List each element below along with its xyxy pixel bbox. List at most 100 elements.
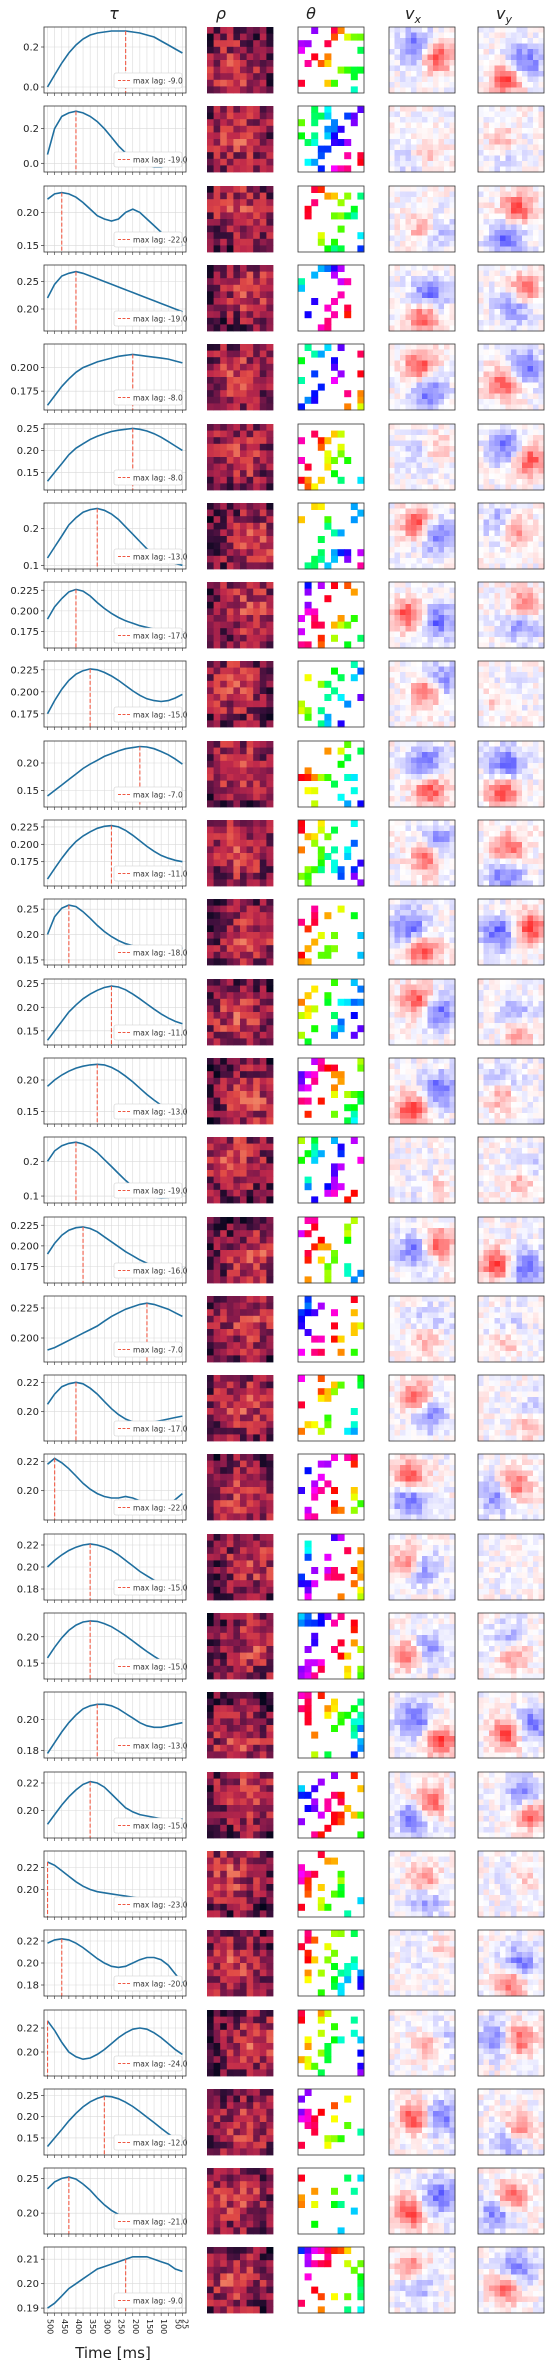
vy-cell <box>478 609 484 616</box>
vy-cell <box>533 451 539 458</box>
rho-cell <box>226 86 234 94</box>
vy-cell <box>527 128 534 134</box>
rho-cell <box>266 119 274 127</box>
vx-cell <box>394 32 401 39</box>
rho-cell <box>259 536 267 543</box>
vy-cell <box>511 609 517 616</box>
rho-cell <box>233 608 241 616</box>
vx-cell <box>427 558 434 564</box>
rho-cell <box>246 437 254 445</box>
rho-cell <box>233 66 241 74</box>
vx-cell <box>422 457 428 463</box>
vx-cell <box>438 71 445 77</box>
vy-cell <box>527 213 534 220</box>
vy-cell <box>533 484 539 491</box>
theta-cell <box>337 225 345 233</box>
vx-map <box>388 26 456 94</box>
vy-cell <box>478 241 484 247</box>
vx-cell <box>411 344 417 350</box>
vy-cell <box>489 525 495 531</box>
rho-cell <box>266 106 274 113</box>
vx-cell <box>438 615 445 621</box>
legend-box <box>113 151 183 168</box>
theta-cell <box>357 667 365 675</box>
vx-cell <box>411 462 417 469</box>
theta-cell <box>337 27 345 34</box>
vx-cell <box>405 43 412 50</box>
vx-cell <box>411 626 417 632</box>
vy-cell <box>478 484 484 491</box>
vy-cell <box>522 774 528 780</box>
vy-cell <box>505 661 512 667</box>
vx-cell <box>400 790 406 797</box>
rho-cell <box>220 390 228 398</box>
vx-cell <box>394 875 401 881</box>
theta-map <box>297 343 365 411</box>
vy-cell <box>500 155 506 162</box>
rho-cell <box>226 437 234 445</box>
vx-cell <box>389 688 395 695</box>
rho-cell <box>246 192 254 200</box>
rho-cell <box>207 363 214 371</box>
rho-cell <box>233 370 241 378</box>
vy-cell <box>478 128 484 134</box>
vx-cell <box>449 741 456 747</box>
rho-cell <box>253 450 261 458</box>
vy-cell <box>522 484 528 491</box>
vy-cell <box>500 757 506 764</box>
vx-cell <box>427 677 434 684</box>
vy-cell <box>538 774 545 780</box>
vy-cell <box>527 661 534 667</box>
vx-cell <box>427 796 434 802</box>
vy-cell <box>500 161 506 167</box>
vy-cell <box>511 774 517 780</box>
rho-cell <box>207 549 214 557</box>
vy-cell <box>489 672 495 678</box>
vy-map <box>477 423 545 491</box>
vx-cell <box>411 38 417 44</box>
vx-cell <box>449 213 456 220</box>
vy-cell <box>533 144 539 151</box>
theta-cell <box>317 634 325 642</box>
rho-cell <box>207 700 214 708</box>
rho-cell <box>220 271 228 279</box>
vx-cell <box>411 186 417 192</box>
vx-cell <box>438 360 445 367</box>
rho-cell <box>220 720 228 728</box>
rho-cell <box>233 463 241 471</box>
theta-cell <box>317 265 325 272</box>
rho-cell <box>253 66 261 74</box>
vx-cell <box>405 721 412 728</box>
rho-cell <box>213 562 221 570</box>
theta-cell <box>344 192 352 200</box>
vx-cell <box>394 166 401 173</box>
vx-cell <box>394 371 401 378</box>
vy-cell <box>533 699 539 706</box>
rho-cell <box>240 859 247 867</box>
vx-cell <box>433 27 439 33</box>
rho-cell <box>259 859 267 867</box>
vx-cell <box>433 349 439 356</box>
vy-cell <box>533 440 539 447</box>
vx-cell <box>433 208 439 214</box>
rho-cell <box>220 291 228 299</box>
rho-cell <box>220 73 228 81</box>
rho-cell <box>233 800 241 808</box>
vx-cell <box>416 54 423 61</box>
vy-cell <box>533 514 539 520</box>
rho-cell <box>266 430 274 438</box>
vx-cell <box>433 241 439 247</box>
vx-cell <box>427 631 434 638</box>
theta-cell <box>311 555 319 563</box>
vx-cell <box>444 325 450 332</box>
vy-cell <box>538 429 545 436</box>
vx-cell <box>400 541 406 548</box>
vy-cell <box>516 60 523 66</box>
theta-cell <box>311 800 319 808</box>
vx-cell <box>389 768 395 775</box>
rho-cell <box>220 225 228 233</box>
vy-cell <box>522 558 528 564</box>
tau-header: τ <box>109 4 119 23</box>
vy-cell <box>478 224 484 231</box>
theta-cell <box>344 311 352 319</box>
